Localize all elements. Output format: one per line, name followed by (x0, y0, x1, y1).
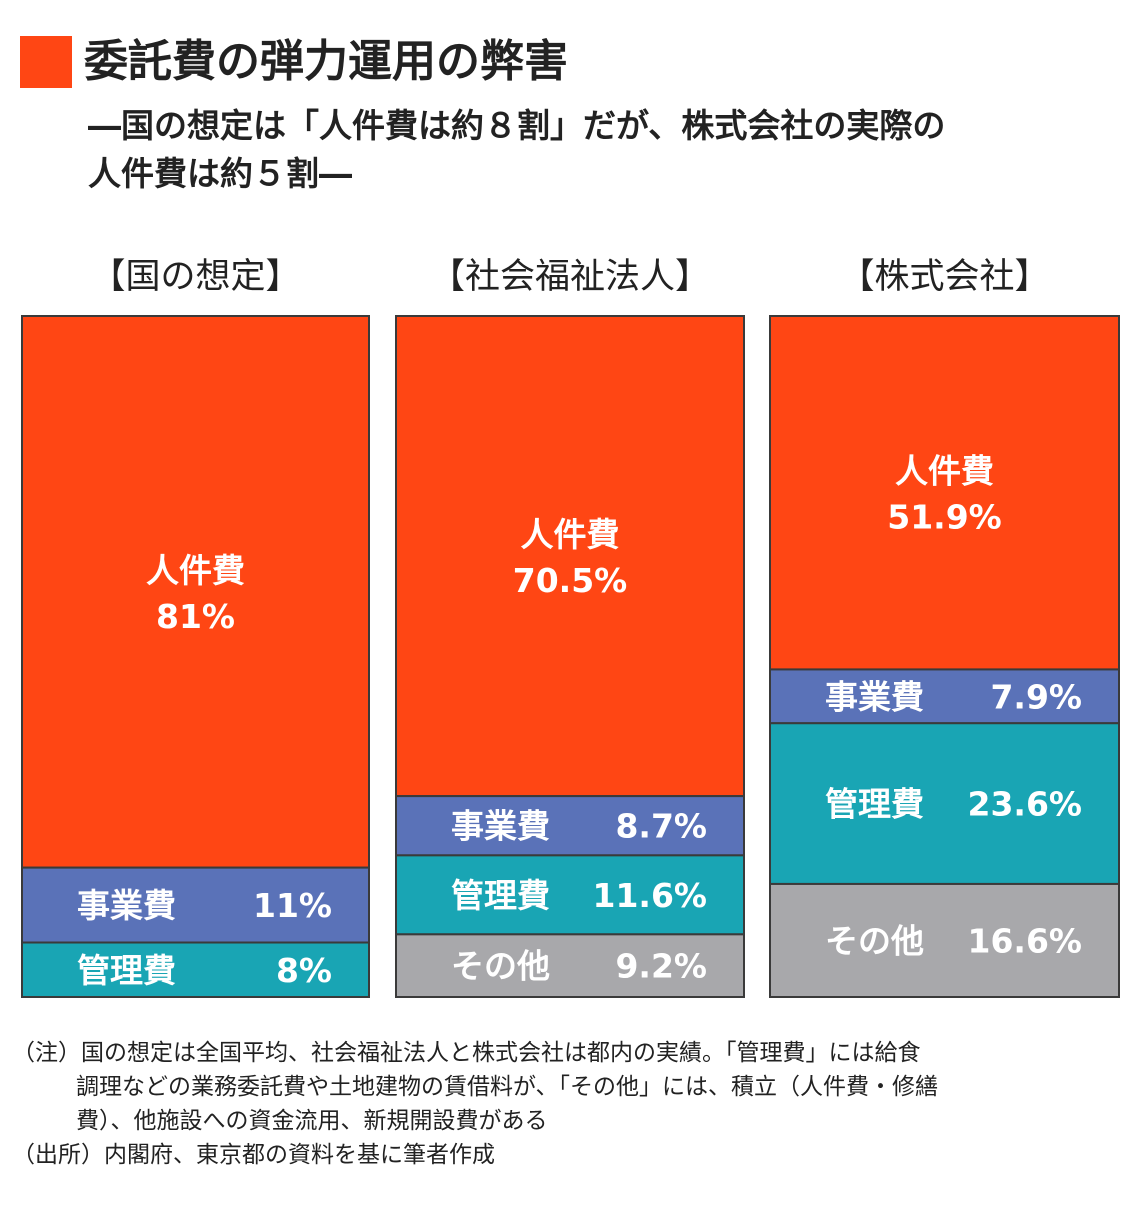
category-label-2: 【株式会社】 (839, 257, 1049, 297)
note-line-1: （注）国の想定は全国平均、社会福祉法人と株式会社は都内の実績。「管理費」には給食 (12, 1040, 921, 1066)
bar-segment-3-1 (395, 933, 745, 999)
chart-title: 委託費の弾力運用の弊害 (84, 36, 568, 87)
bar-segment-2-0 (21, 941, 370, 999)
source-line: （出所）内閣府、東京都の資料を基に筆者作成 (12, 1142, 495, 1168)
segment-name-2-1: 管理費 (451, 876, 550, 915)
data-label-0-2: 51.9% (887, 498, 1002, 537)
segment-name-2-2: 管理費 (825, 785, 924, 824)
data-label-2-2: 23.6% (968, 785, 1083, 824)
data-label-1-1: 8.7% (615, 807, 707, 846)
data-label-0-1: 70.5% (513, 561, 628, 600)
bar-segment-0-0 (21, 315, 370, 869)
data-label-3-1: 9.2% (615, 947, 707, 986)
bar-segment-2-1 (395, 854, 745, 936)
data-label-2-1: 11.6% (593, 876, 708, 915)
note-line-3: 費）、他施設への資金流用、新規開設費がある (76, 1108, 548, 1134)
segment-name-0-2: 人件費 (895, 452, 994, 491)
segment-name-3-1: その他 (451, 947, 550, 986)
chart-header: 委託費の弾力運用の弊害 ―国の想定は「人件費は約８割」だが、株式会社の実際の 人… (20, 34, 1120, 198)
data-label-3-2: 16.6% (968, 921, 1083, 960)
segment-name-2-0: 管理費 (77, 951, 176, 990)
segment-name-0-1: 人件費 (521, 515, 620, 554)
chart-subtitle-line2: 人件費は約５割― (88, 154, 352, 193)
data-label-1-2: 7.9% (990, 677, 1082, 716)
title-square-marker (20, 36, 72, 88)
bar-segment-0-1 (395, 315, 745, 798)
bar-segment-1-0 (21, 866, 370, 944)
footnotes: （注）国の想定は全国平均、社会福祉法人と株式会社は都内の実績。「管理費」には給食… (12, 1036, 1132, 1172)
bar-segment-1-2 (769, 668, 1120, 725)
note-line-2: 調理などの業務委託費や土地建物の賃借料が、「その他」には、積立（人件費・修繕 (76, 1074, 939, 1100)
category-label-1: 【社会福祉法人】 (430, 257, 710, 297)
segment-name-0-0: 人件費 (146, 551, 245, 590)
data-label-0-0: 81% (156, 597, 235, 636)
title-row: 委託費の弾力運用の弊害 (20, 34, 1120, 90)
data-label-1-0: 11% (253, 886, 332, 925)
bar-segment-1-1 (395, 795, 745, 857)
segment-name-1-0: 事業費 (77, 886, 176, 925)
segment-name-1-2: 事業費 (825, 677, 924, 716)
segment-name-3-2: その他 (825, 921, 924, 960)
chart-subtitle-line1: ―国の想定は「人件費は約８割」だが、株式会社の実際の (88, 106, 946, 145)
segment-name-1-1: 事業費 (451, 807, 550, 846)
bar-segment-0-2 (769, 315, 1120, 671)
bar-segment-3-2 (769, 882, 1120, 998)
data-label-2-0: 8% (276, 951, 332, 990)
category-label-0: 【国の想定】 (90, 257, 300, 297)
